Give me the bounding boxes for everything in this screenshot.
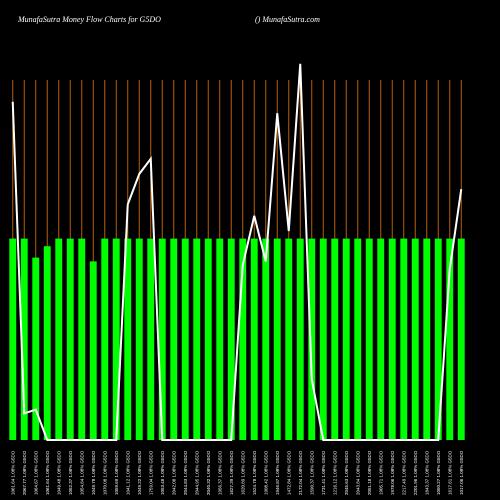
x-tick-label: 1050.27 1.08% G5DO	[436, 450, 441, 495]
bar	[78, 238, 86, 440]
bar	[170, 238, 178, 440]
bar	[308, 238, 316, 440]
bar	[147, 238, 155, 440]
x-tick-label: 1617.61 1.08% G5DO	[447, 450, 452, 495]
bar	[55, 238, 63, 440]
bar	[158, 238, 166, 440]
bar	[250, 238, 258, 440]
x-tick-label: 1049.78 1.08% G5DO	[91, 450, 96, 495]
bar	[262, 238, 270, 440]
bar	[354, 238, 362, 440]
bar	[193, 238, 201, 440]
bar	[239, 238, 247, 440]
x-tick-label: 1061.64 1.08% G5DO	[10, 450, 15, 495]
x-tick-label: 1053.48 1.08% G5DO	[160, 450, 165, 495]
x-tick-label: 1064.67 1.08% G5DO	[33, 450, 38, 495]
x-tick-label: 1908.42 1.08% G5DO	[263, 450, 268, 495]
chart-title: MunafaSutra Money Flow Charts for G5DO	[17, 15, 161, 24]
x-tick-label: 1759.04 1.08% G5DO	[148, 450, 153, 495]
bar	[32, 257, 40, 440]
bar	[434, 238, 442, 440]
bar	[411, 238, 419, 440]
x-tick-label: 1956.37 1.08% G5DO	[217, 450, 222, 495]
x-tick-label: 2044.83 1.08% G5DO	[183, 450, 188, 495]
x-tick-label: 1978.06 1.08% G5DO	[390, 450, 395, 495]
chart-subtitle: () MunafaSutra.com	[255, 15, 320, 24]
x-tick-label: 1052.37 1.08% G5DO	[68, 450, 73, 495]
bar	[124, 238, 132, 440]
x-tick-label: 1524.78 1.08% G5DO	[252, 450, 257, 495]
x-tick-label: 1061.64 1.08% G5DO	[45, 450, 50, 495]
bar	[216, 238, 224, 440]
x-tick-label: 1017.06 1.08% G5DO	[459, 450, 464, 495]
bar	[296, 238, 304, 440]
x-tick-label: 1627.39 1.08% G5DO	[229, 450, 234, 495]
x-tick-label: 2201.96 1.08% G5DO	[413, 450, 418, 495]
x-tick-label: 1049.22 1.08% G5DO	[137, 450, 142, 495]
bar	[227, 238, 235, 440]
bar	[319, 238, 327, 440]
x-tick-label: 1054.64 1.08% G5DO	[79, 450, 84, 495]
x-tick-label: 1731.41 1.08% G5DO	[321, 450, 326, 495]
x-tick-label: 1049.48 1.08% G5DO	[56, 450, 61, 495]
x-tick-label: 2051.18 1.08% G5DO	[367, 450, 372, 495]
x-tick-label: 1946.87 1.08% G5DO	[275, 450, 280, 495]
bar	[89, 261, 97, 440]
bar	[20, 238, 28, 440]
x-tick-label: 2045.63 1.08% G5DO	[344, 450, 349, 495]
bar	[43, 246, 51, 440]
bar	[342, 238, 350, 440]
x-tick-label: 1059.69 1.08% G5DO	[114, 450, 119, 495]
x-tick-label: 1216.12 1.08% G5DO	[332, 450, 337, 495]
bar	[181, 238, 189, 440]
bar	[101, 238, 109, 440]
bar	[365, 238, 373, 440]
x-tick-label: 1590.37 1.08% G5DO	[309, 450, 314, 495]
x-tick-label: 1843.37 1.08% G5DO	[424, 450, 429, 495]
x-tick-label: 1041.12 1.08% G5DO	[125, 450, 130, 495]
bar	[377, 238, 385, 440]
x-tick-label: 1472.84 1.08% G5DO	[286, 450, 291, 495]
bar	[135, 238, 143, 440]
x-tick-label: 2067.77 1.08% G5DO	[22, 450, 27, 495]
x-tick-label: 1620.89 1.08% G5DO	[240, 450, 245, 495]
x-tick-label: 1070.08 1.08% G5DO	[102, 450, 107, 495]
money-flow-line	[11, 63, 463, 441]
x-tick-label: 1905.71 1.08% G5DO	[378, 450, 383, 495]
x-tick-label: 2217.49 1.08% G5DO	[401, 450, 406, 495]
bar	[204, 238, 212, 440]
x-tick-label: 2043.84 1.08% G5DO	[355, 450, 360, 495]
bar	[423, 238, 431, 440]
bar	[66, 238, 74, 440]
bar	[388, 238, 396, 440]
bar	[446, 238, 454, 440]
x-tick-label: 2172.04 1.08% G5DO	[298, 450, 303, 495]
x-tick-label: 2040.32 1.08% G5DO	[206, 450, 211, 495]
bar	[331, 238, 339, 440]
x-tick-label: 2042.08 1.08% G5DO	[171, 450, 176, 495]
bar	[112, 238, 120, 440]
bar	[400, 238, 408, 440]
bar	[273, 238, 281, 440]
bar	[9, 238, 17, 440]
bar	[285, 238, 293, 440]
bar	[457, 238, 465, 440]
x-tick-label: 2044.95 1.08% G5DO	[194, 450, 199, 495]
